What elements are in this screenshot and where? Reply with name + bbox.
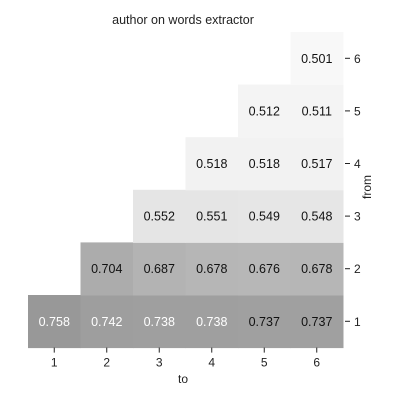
x-tick-label-5: 5	[261, 356, 268, 370]
heatmap-cell-label-from-4-to-4: 0.518	[196, 157, 227, 171]
x-tick-label-6: 6	[313, 356, 320, 370]
heatmap-cell-from-2-to-5	[238, 242, 291, 296]
heatmap-cell-label-from-1-to-2: 0.742	[91, 315, 122, 329]
heatmap-cell-label-from-2-to-6: 0.678	[301, 262, 332, 276]
heatmap-cell-label-from-3-to-4: 0.551	[196, 210, 227, 224]
y-tick-label-1: 1	[354, 315, 361, 329]
heatmap-cell-from-4-to-6	[290, 137, 344, 191]
heatmap-cell-from-2-to-2	[80, 242, 134, 296]
y-tick-label-6: 6	[354, 52, 361, 66]
chart-title: author on words extractor	[112, 13, 254, 27]
heatmap-cell-label-from-5-to-5: 0.512	[249, 104, 280, 118]
heatmap-cell-from-1-to-3	[133, 295, 186, 349]
x-axis-label: to	[178, 372, 188, 386]
heatmap-cell-from-4-to-4	[185, 137, 239, 191]
heatmap-cell-label-from-3-to-6: 0.548	[301, 210, 332, 224]
heatmap-cell-from-2-to-6	[290, 242, 344, 296]
heatmap-cells: 0.758 0.742 0.738 0.738 0.737 0.737 0.704 0.687…	[28, 32, 344, 349]
x-tick-label-4: 4	[208, 356, 215, 370]
heatmap-cell-label-from-2-to-3: 0.687	[144, 262, 175, 276]
heatmap-cell-label-from-1-to-3: 0.738	[144, 315, 175, 329]
heatmap-cell-from-5-to-5	[238, 84, 291, 138]
heatmap-cell-label-from-2-to-2: 0.704	[91, 262, 122, 276]
heatmap-cell-from-3-to-4	[185, 189, 239, 243]
heatmap-cell-from-1-to-1	[28, 295, 81, 349]
heatmap-cell-label-from-1-to-4: 0.738	[196, 315, 227, 329]
heatmap-cell-from-3-to-3	[133, 189, 186, 243]
y-tick-label-4: 4	[354, 157, 361, 171]
y-tick-label-5: 5	[354, 104, 361, 118]
heatmap-cell-label-from-4-to-5: 0.518	[249, 157, 280, 171]
x-tick-label-2: 2	[103, 356, 110, 370]
heatmap-cell-label-from-5-to-6: 0.511	[302, 104, 332, 118]
heatmap-cell-from-3-to-5	[238, 189, 291, 243]
heatmap-cell-label-from-1-to-1: 0.758	[39, 315, 70, 329]
heatmap-cell-from-3-to-6	[290, 189, 344, 243]
heatmap-cell-from-1-to-5	[238, 295, 291, 349]
heatmap-cell-from-1-to-2	[80, 295, 134, 349]
heatmap-cell-label-from-1-to-6: 0.737	[301, 315, 332, 329]
x-axis-ticks: 1 2 3 4 5 6	[51, 347, 320, 370]
heatmap-cell-from-2-to-4	[185, 242, 239, 296]
y-tick-label-2: 2	[354, 262, 361, 276]
heatmap-cell-label-from-2-to-5: 0.676	[249, 262, 280, 276]
heatmap-cell-from-1-to-4	[185, 295, 239, 349]
heatmap-cell-label-from-6-to-6: 0.501	[301, 52, 332, 66]
y-axis-label: from	[360, 175, 374, 199]
heatmap-cell-from-5-to-6	[290, 84, 344, 138]
heatmap-cell-from-6-to-6	[290, 32, 344, 86]
heatmap-cell-label-from-3-to-3: 0.552	[144, 210, 175, 224]
heatmap-cell-label-from-4-to-6: 0.517	[301, 157, 332, 171]
x-tick-label-1: 1	[51, 356, 58, 370]
heatmap-cell-from-4-to-5	[238, 137, 291, 191]
heatmap-cell-label-from-1-to-5: 0.737	[249, 315, 280, 329]
y-axis-ticks: 1 2 3 4 5 6	[345, 52, 361, 329]
x-tick-label-3: 3	[156, 356, 163, 370]
heatmap-cell-from-1-to-6	[290, 295, 344, 349]
heatmap-cell-from-2-to-3	[133, 242, 186, 296]
heatmap-cell-label-from-3-to-5: 0.549	[249, 210, 280, 224]
heatmap-cell-label-from-2-to-4: 0.678	[196, 262, 227, 276]
y-tick-label-3: 3	[354, 210, 361, 224]
